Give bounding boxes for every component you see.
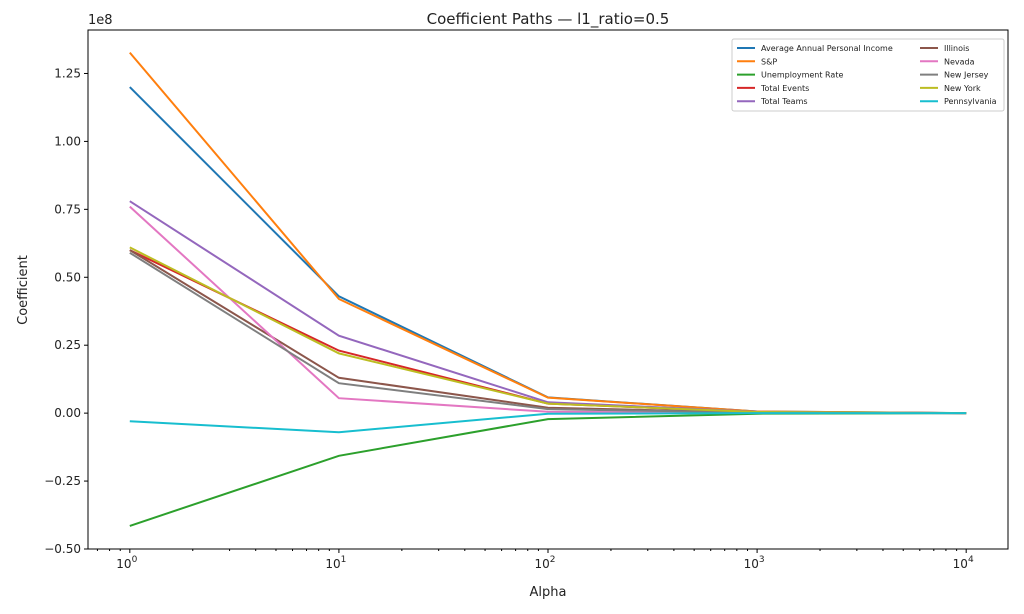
x-tick-label: 104 — [953, 555, 974, 571]
y-tick-label: −0.25 — [44, 474, 81, 488]
series-line-7 — [129, 251, 967, 415]
y-tick-label: 0.50 — [54, 270, 81, 284]
series-line-0 — [129, 86, 967, 415]
chart-title: Coefficient Paths — l1_ratio=0.5 — [427, 10, 670, 29]
legend-label: New York — [944, 84, 981, 93]
x-axis-label: Alpha — [530, 585, 567, 600]
legend-label: New Jersey — [944, 71, 989, 80]
legend-label: Total Teams — [760, 97, 808, 106]
plot-frame — [87, 29, 1009, 550]
series-line-4 — [129, 200, 967, 415]
legend-label: Pennsylvania — [944, 97, 997, 106]
legend: Average Annual Personal Income S&P Unemplo… — [731, 38, 1005, 112]
y-offset-label: 1e8 — [88, 13, 113, 28]
series-line-2 — [129, 412, 967, 527]
legend-label: Unemployment Rate — [761, 71, 843, 80]
y-tick-label: 1.25 — [54, 66, 81, 80]
x-tick-label: 101 — [325, 555, 346, 571]
x-tick-label: 102 — [534, 555, 555, 571]
legend-box — [731, 38, 1005, 112]
legend-label: S&P — [761, 57, 777, 66]
legend-label: Average Annual Personal Income — [761, 44, 893, 53]
y-tick-label: 0.75 — [54, 202, 81, 216]
y-tick-label: −0.50 — [44, 542, 81, 556]
series-line-9 — [129, 412, 967, 434]
y-tick-label: 0.25 — [54, 338, 81, 352]
y-tick-label: 0.00 — [54, 406, 81, 420]
legend-label: Nevada — [944, 57, 975, 66]
x-tick-label: 103 — [744, 555, 765, 571]
y-tick-label: 1.00 — [54, 134, 81, 148]
x-tick-label: 100 — [116, 555, 137, 571]
legend-label: Total Events — [760, 84, 809, 93]
y-axis-label: Coefficient — [16, 255, 31, 325]
legend-label: Illinois — [944, 44, 969, 53]
